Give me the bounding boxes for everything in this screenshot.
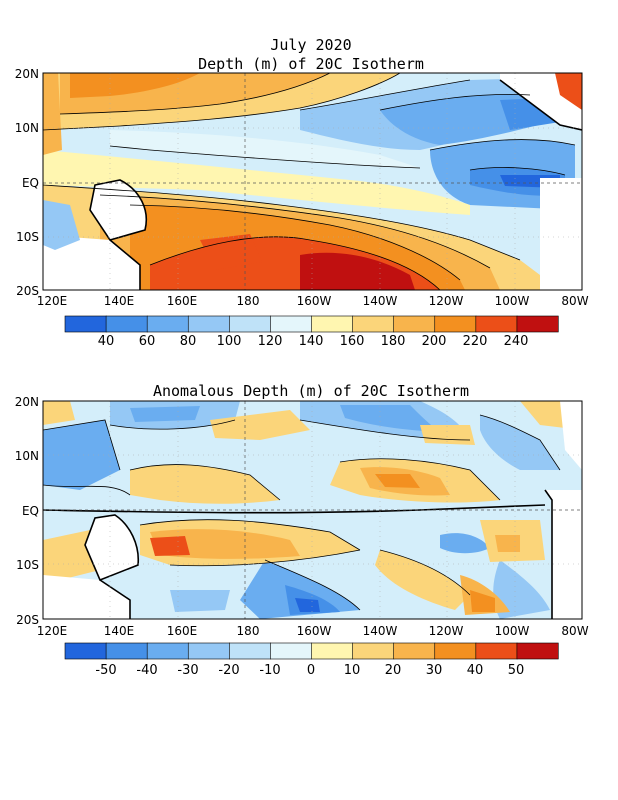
chart2-xtick-100w: 100W [495,624,530,638]
colorbar-swatch [311,642,354,660]
chart1-contour-field [43,73,582,290]
colorbar-swatch [146,642,189,660]
colorbar-swatch [64,642,107,660]
chart2-ytick-20n: 20N [15,395,39,409]
chart1-subtitle: Depth (m) of 20C Isotherm [198,55,424,73]
chart1-cb-label-8: 180 [381,334,406,349]
chart1-frame [42,72,583,291]
chart2-cb-label-11: 50 [508,663,525,678]
chart1-cb-label-1: 40 [98,334,115,349]
chart1-xtick-100w: 100W [495,294,530,308]
chart2-ytick-10n: 10N [15,449,39,463]
colorbar-swatch [270,642,313,660]
colorbar-swatch [516,642,559,660]
chart2-xtick-140w: 140W [363,624,398,638]
chart2-gridlines [43,401,582,619]
colorbar-swatch [434,642,477,660]
chart1-ytick-10n: 10N [15,121,39,135]
chart2-cb-label-4: -20 [218,663,239,678]
chart1-cb-label-5: 120 [258,334,283,349]
colorbar-swatch [475,642,518,660]
chart2-cb-label-8: 20 [385,663,402,678]
chart1-xtick-180: 180 [237,294,260,308]
chart1-ytick-eq: EQ [22,176,39,190]
chart1-ytick-20s: 20S [16,284,39,298]
colorbar-swatch [105,315,148,333]
chart2-cb-label-3: -30 [177,663,198,678]
chart1-cb-label-6: 140 [299,334,324,349]
colorbar-swatch [187,642,230,660]
colorbar-swatch [352,315,395,333]
chart2-cb-label-9: 30 [426,663,443,678]
colorbar-swatch [516,315,559,333]
chart1-cb-label-7: 160 [340,334,365,349]
chart2-xtick-160e: 160E [167,624,198,638]
chart1-y-ticks: 20N 10N EQ 10S 20S [15,67,39,298]
chart1-cb-label-4: 100 [217,334,242,349]
chart2-title: Anomalous Depth (m) of 20C Isotherm [153,382,469,400]
chart2-cb-label-2: -40 [136,663,157,678]
chart2-cb-label-7: 10 [344,663,361,678]
chart2-y-ticks: 20N 10N EQ 10S 20S [15,395,39,627]
chart2-cb-label-10: 40 [467,663,484,678]
chart2-colorbar-labels: -50 -40 -30 -20 -10 0 10 20 30 40 50 [95,663,524,678]
chart2-cb-label-1: -50 [95,663,116,678]
chart2-ytick-eq: EQ [22,504,39,518]
chart1-cb-label-11: 240 [504,334,529,349]
chart1-ytick-20n: 20N [15,67,39,81]
chart2-xtick-80w: 80W [561,624,588,638]
chart2-cb-label-5: -10 [259,663,280,678]
chart1-ytick-10s: 10S [16,230,39,244]
chart1-minor-grid [43,73,582,290]
chart2-cb-label-6: 0 [307,663,315,678]
chart1-colorbar [64,315,559,333]
chart2-x-ticks: 120E 140E 160E 180 160W 140W 120W 100W 8… [37,624,589,638]
chart1-xtick-120w: 120W [429,294,464,308]
chart2-xtick-120w: 120W [429,624,464,638]
colorbar-swatch [105,642,148,660]
chart1-cb-label-10: 220 [463,334,488,349]
chart2-ytick-10s: 10S [16,558,39,572]
colorbar-swatch [393,642,436,660]
colorbar-swatch [352,642,395,660]
chart1-xtick-160e: 160E [167,294,198,308]
chart1-gridlines [43,73,582,290]
chart1-xtick-120e: 120E [37,294,68,308]
chart2-colorbar [64,642,559,660]
chart2-xtick-120e: 120E [37,624,68,638]
colorbar-swatch [146,315,189,333]
chart1-xtick-140w: 140W [363,294,398,308]
colorbar-swatch [229,315,272,333]
colorbar-swatch [270,315,313,333]
chart1-cb-label-2: 60 [139,334,156,349]
chart1-xtick-80w: 80W [561,294,588,308]
chart2-frame [42,400,583,620]
colorbar-swatch [64,315,107,333]
chart1-xtick-140e: 140E [104,294,135,308]
chart1-xtick-160w: 160W [297,294,332,308]
chart2-xtick-160w: 160W [297,624,332,638]
chart1-colorbar-labels: 40 60 80 100 120 140 160 180 200 220 240 [98,334,529,349]
chart1-x-ticks: 120E 140E 160E 180 160W 140W 120W 100W 8… [37,294,589,308]
colorbar-swatch [187,315,230,333]
chart2-contour-field [43,401,582,619]
colorbar-swatch [434,315,477,333]
chart2-xtick-140e: 140E [104,624,135,638]
chart2-ytick-20s: 20S [16,613,39,627]
colorbar-swatch [393,315,436,333]
colorbar-swatch [311,315,354,333]
colorbar-swatch [229,642,272,660]
colorbar-swatch [475,315,518,333]
chart2-xtick-180: 180 [237,624,260,638]
chart1-title: July 2020 [270,36,351,54]
chart1-cb-label-9: 200 [422,334,447,349]
chart1-cb-label-3: 80 [180,334,197,349]
